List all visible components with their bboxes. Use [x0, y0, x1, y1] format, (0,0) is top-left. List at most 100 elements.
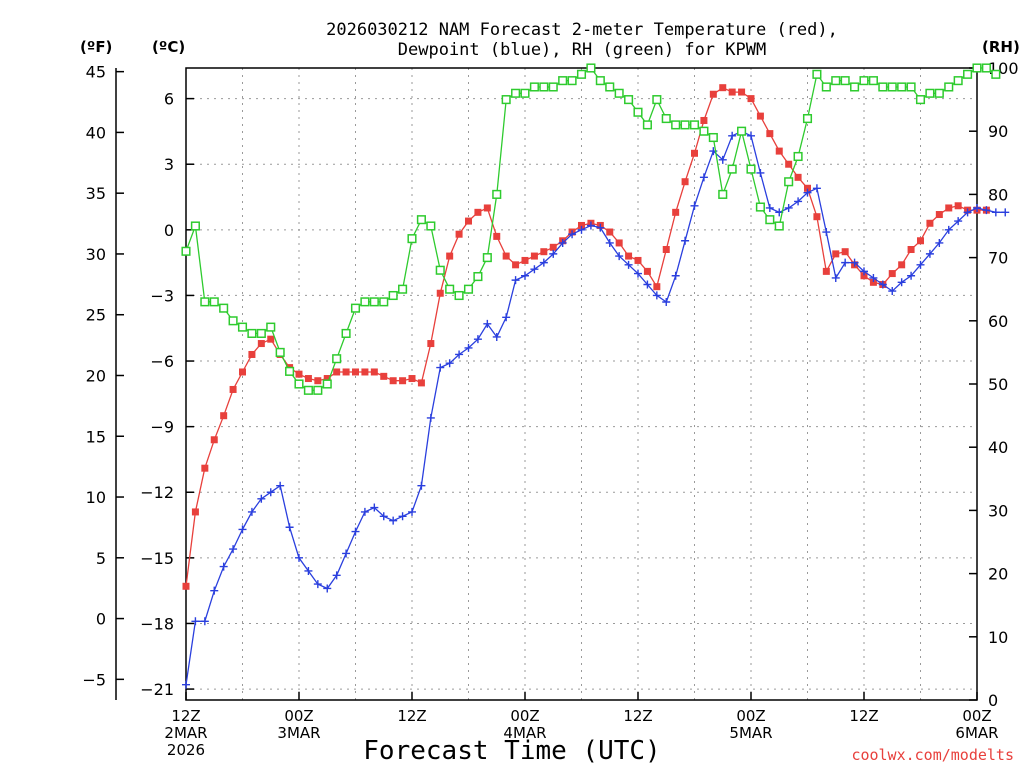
data-point	[850, 258, 859, 267]
data-point	[897, 82, 907, 92]
data-point	[426, 221, 436, 231]
data-point	[633, 107, 643, 117]
data-point	[182, 582, 190, 590]
x-tick-label: 6MAR	[955, 724, 998, 742]
data-point	[719, 84, 727, 92]
data-point	[652, 95, 662, 105]
data-point	[945, 204, 953, 212]
data-point	[577, 225, 586, 234]
data-point	[728, 88, 736, 96]
data-point	[266, 322, 276, 332]
data-point	[181, 246, 191, 256]
c-tick-label: 0	[164, 221, 174, 240]
data-point	[238, 525, 247, 534]
data-point	[840, 76, 850, 86]
data-point	[812, 184, 821, 193]
data-point	[332, 354, 342, 364]
f-tick-label: 5	[96, 549, 106, 568]
f-tick-label: 35	[86, 184, 106, 203]
data-point	[380, 372, 388, 380]
data-point	[944, 82, 954, 92]
data-point	[389, 516, 398, 525]
data-point	[465, 217, 472, 225]
data-point	[295, 370, 303, 378]
data-point	[822, 228, 831, 237]
data-point	[954, 202, 962, 210]
data-point	[455, 350, 464, 359]
data-point	[267, 335, 275, 343]
data-point	[642, 120, 652, 130]
data-point	[812, 69, 822, 79]
data-point	[747, 95, 755, 103]
data-point	[446, 252, 454, 260]
x-tick-label: 2MAR	[164, 724, 207, 742]
data-point	[247, 328, 257, 338]
data-point	[502, 313, 511, 322]
data-point	[672, 208, 680, 216]
data-point	[341, 328, 351, 338]
data-point	[841, 248, 849, 256]
data-point	[567, 76, 577, 86]
grid-lines	[186, 68, 977, 700]
data-point	[219, 303, 229, 313]
data-point	[483, 204, 491, 212]
data-point	[944, 225, 953, 234]
data-point	[606, 228, 614, 236]
data-point	[821, 82, 831, 92]
data-point	[370, 368, 378, 376]
data-point	[294, 379, 304, 389]
data-point	[596, 223, 605, 232]
data-point	[229, 545, 238, 554]
data-point	[755, 202, 765, 212]
x-axis-title: Forecast Time (UTC)	[363, 736, 660, 766]
data-point	[915, 95, 926, 105]
data-point	[653, 283, 661, 291]
data-point	[379, 512, 388, 521]
data-point	[398, 284, 408, 294]
data-point	[322, 379, 332, 389]
x-tick-label: 00Z	[736, 707, 765, 725]
data-point	[991, 69, 1001, 79]
data-point	[360, 507, 369, 516]
x-tick-label: 2026	[167, 741, 205, 759]
rh-tick-label: 60	[988, 312, 1008, 331]
data-point	[897, 278, 906, 287]
data-point	[643, 280, 652, 289]
data-point	[351, 527, 360, 536]
data-point	[652, 291, 661, 300]
data-point	[474, 208, 482, 216]
data-point	[586, 63, 596, 73]
data-point	[878, 82, 888, 92]
data-point	[352, 368, 359, 376]
data-point	[473, 335, 482, 344]
data-point	[229, 385, 237, 393]
data-point	[361, 368, 369, 376]
data-point	[408, 375, 416, 383]
data-point	[417, 481, 426, 490]
data-point	[972, 63, 982, 73]
data-point	[549, 243, 557, 251]
fahrenheit-axis: −5 0 5 10 15 20 25 30 35 40 45	[82, 63, 124, 689]
data-point	[671, 120, 681, 130]
data-point	[455, 230, 463, 238]
data-point	[737, 126, 747, 136]
rh-tick-label: 20	[988, 565, 1008, 584]
data-point	[991, 208, 1000, 217]
data-point	[285, 523, 294, 532]
data-point	[906, 82, 916, 92]
data-point	[925, 88, 935, 98]
f-tick-label: −5	[82, 670, 106, 689]
f-tick-label: 40	[86, 123, 106, 142]
data-point	[728, 131, 737, 140]
rh-tick-label: 0	[988, 691, 998, 710]
data-point	[304, 375, 312, 383]
data-point	[210, 436, 218, 444]
series-temperature	[182, 84, 990, 590]
data-point	[917, 237, 924, 245]
data-point	[973, 203, 981, 212]
data-point	[822, 267, 830, 275]
data-point	[671, 271, 680, 280]
data-point	[436, 363, 445, 372]
c-tick-label: −12	[140, 483, 174, 502]
data-point	[275, 347, 285, 357]
